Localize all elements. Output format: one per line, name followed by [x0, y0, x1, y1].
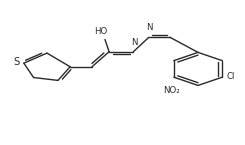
Text: Cl: Cl: [227, 72, 235, 81]
Text: N: N: [131, 38, 137, 47]
Text: NO₂: NO₂: [163, 86, 180, 95]
Text: S: S: [13, 57, 19, 67]
Text: HO: HO: [94, 27, 107, 36]
Text: N: N: [146, 23, 153, 32]
